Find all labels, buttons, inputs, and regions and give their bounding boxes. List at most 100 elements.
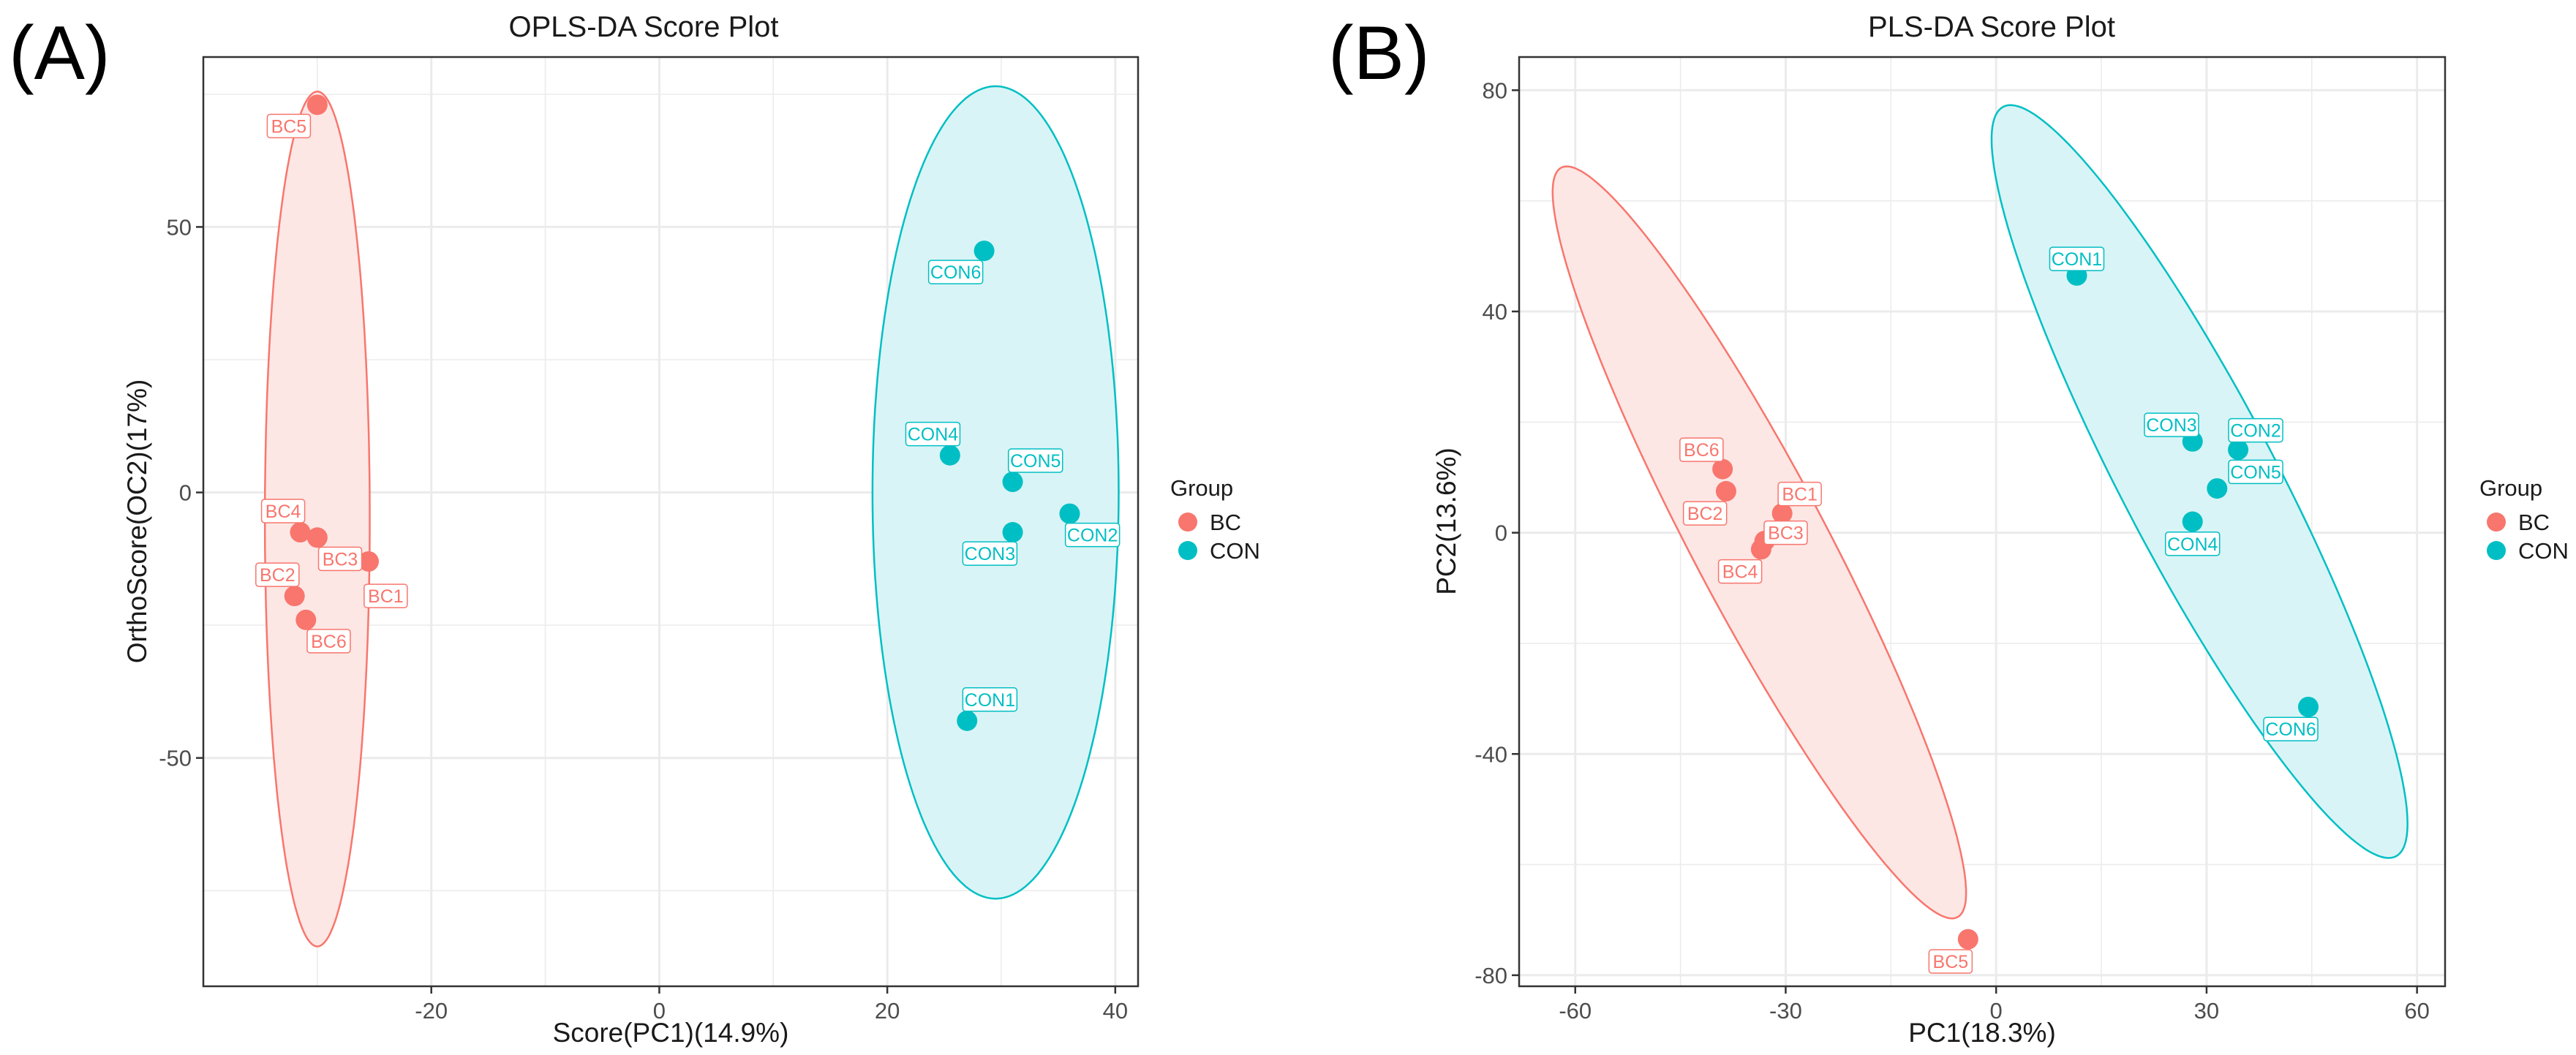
point-label-box-con3 <box>962 541 1018 566</box>
point-con2 <box>1059 503 1080 524</box>
plot-border-a <box>202 56 1140 988</box>
point-con6 <box>2297 696 2319 717</box>
point-con2 <box>2228 439 2249 461</box>
points-a <box>284 94 1080 731</box>
y-tick-label: 0 <box>1495 521 1507 546</box>
point-label-bc4: BC4 <box>265 502 301 522</box>
point-label-box-bc1 <box>364 583 408 608</box>
point-label-bc4: BC4 <box>1722 562 1758 583</box>
point-label-box-con3 <box>2144 412 2199 437</box>
point-label-con6: CON6 <box>2265 719 2316 740</box>
point-bc6 <box>1712 458 1733 480</box>
y-axis-title-b: PC2(13.6%) <box>1431 447 1461 595</box>
point-label-box-bc2 <box>1682 501 1728 526</box>
point-label-box-bc4 <box>1717 559 1763 584</box>
point-label-bc1: BC1 <box>1782 485 1818 505</box>
chart-title-b: PLS-DA Score Plot <box>1868 11 2115 43</box>
point-label-box-con2 <box>1064 522 1121 548</box>
point-label-bc3: BC3 <box>1768 523 1804 544</box>
legend-label-bc-a: BC <box>1210 510 1241 535</box>
point-label-bc5: BC5 <box>1933 952 1969 972</box>
legend-key-bc-b <box>2487 513 2506 532</box>
point-con5 <box>1002 472 1023 493</box>
x-tick-label: 60 <box>2404 998 2429 1024</box>
x-tick-label: 30 <box>2194 998 2219 1024</box>
point-label-con3: CON3 <box>2146 415 2196 436</box>
point-con3 <box>1002 522 1023 543</box>
point-label-box-con5 <box>2228 459 2283 485</box>
point-bc4 <box>290 522 311 543</box>
point-label-box-bc3 <box>1763 520 1808 545</box>
point-label-bc1: BC1 <box>368 586 404 607</box>
point-label-box-bc6 <box>306 629 351 654</box>
point-label-con3: CON3 <box>965 544 1015 564</box>
y-tick-label: -50 <box>159 746 192 771</box>
point-label-con2: CON2 <box>2230 421 2281 442</box>
point-label-box-con6 <box>2263 716 2319 741</box>
point-bc2 <box>1715 480 1736 502</box>
x-tick-label: -20 <box>415 998 448 1024</box>
x-tick-label: -60 <box>1559 998 1592 1024</box>
point-label-box-con4 <box>2164 532 2221 556</box>
point-bc5 <box>1957 929 1978 950</box>
x-axis-title-b: PC1(18.3%) <box>1908 1018 2056 1048</box>
confidence-ellipse-con <box>871 85 1120 900</box>
point-labels-b: CON1 CON3 CON2 CON5 CON4 CON6 BC6 BC1 BC2 BC3 BC4 B… <box>1679 246 2319 974</box>
point-bc6 <box>295 609 317 630</box>
x-tick-label: 20 <box>875 998 900 1024</box>
point-labels-a: BC5 BC4 BC3 BC1 BC2 BC6 CON6 CON4 CON5 CON2 CON3 CO… <box>255 113 1121 712</box>
legend-b: Group BC CON <box>2479 475 2569 564</box>
point-label-bc5: BC5 <box>271 116 307 137</box>
point-label-box-bc2 <box>255 562 300 587</box>
legend-label-con-a: CON <box>1210 538 1260 564</box>
point-con4 <box>2182 511 2203 532</box>
x-tick-label: 0 <box>1990 998 2003 1024</box>
point-con5 <box>2207 478 2228 499</box>
x-tick-label: 40 <box>1103 998 1128 1024</box>
point-label-bc3: BC3 <box>323 549 358 570</box>
point-label-con4: CON4 <box>908 425 959 445</box>
y-axis-title-a: OrthoScore(OC2)(17%) <box>122 379 152 664</box>
point-bc2 <box>284 586 305 607</box>
y-tick-label: 40 <box>1483 299 1507 325</box>
point-label-con1: CON1 <box>965 690 1015 711</box>
point-label-con1: CON1 <box>2052 249 2102 270</box>
panel-b: (B) PLS-DA Score Plot CON1 CON3 CON2 CON5 CO… <box>1328 11 2447 1048</box>
y-tick-label: -80 <box>1475 963 1507 988</box>
legend-title-b: Group <box>2479 475 2542 501</box>
confidence-ellipse-con <box>1990 104 2409 859</box>
point-label-con5: CON5 <box>2230 462 2281 483</box>
point-label-box-bc3 <box>317 546 363 572</box>
x-axis-title-a: Score(PC1)(14.9%) <box>553 1018 789 1048</box>
point-label-box-bc5 <box>266 113 312 139</box>
point-bc5 <box>306 94 328 116</box>
legend-key-bc-a <box>1178 513 1197 532</box>
point-label-bc2: BC2 <box>1687 504 1723 524</box>
y-tick-label: 80 <box>1483 77 1507 103</box>
point-bc1 <box>358 551 379 572</box>
legend-label-bc-b: BC <box>2518 510 2550 535</box>
legend-title-a: Group <box>1170 475 1233 501</box>
point-con6 <box>973 241 995 262</box>
x-tick-label: -30 <box>1769 998 1802 1024</box>
plot-border-b <box>1518 56 2447 988</box>
point-label-bc2: BC2 <box>260 565 295 586</box>
point-label-box-con1 <box>962 687 1018 712</box>
point-label-bc6: BC6 <box>1684 440 1720 461</box>
legend-key-con-a <box>1178 541 1197 560</box>
panel-letter-b: (B) <box>1328 11 1430 96</box>
point-label-box-con6 <box>927 260 984 284</box>
y-tick-label: 50 <box>167 214 192 240</box>
y-tick-label: -40 <box>1475 741 1507 767</box>
x-tick-label: 0 <box>653 998 666 1024</box>
point-label-box-con5 <box>1007 448 1063 473</box>
point-label-box-bc4 <box>260 499 306 523</box>
y-tick-label: 0 <box>179 480 192 506</box>
panel-letter-a: (A) <box>9 11 110 96</box>
point-label-con5: CON5 <box>1010 451 1061 472</box>
point-con1 <box>957 710 978 731</box>
point-bc1 <box>1771 503 1793 524</box>
point-label-box-bc6 <box>1679 437 1724 462</box>
legend-key-con-b <box>2487 541 2506 560</box>
